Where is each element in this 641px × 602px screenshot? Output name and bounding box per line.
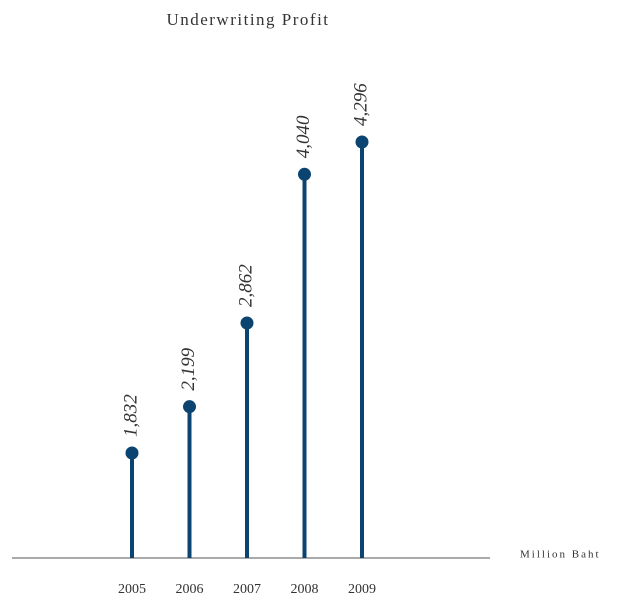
x-tick-label: 2005 [118, 582, 146, 597]
value-label: 2,199 [178, 347, 199, 390]
value-label: 2,862 [235, 264, 256, 307]
dot [125, 446, 139, 460]
value-label: 4,040 [293, 115, 314, 158]
dot [298, 167, 311, 181]
value-label: 1,832 [120, 394, 141, 437]
dot [183, 400, 196, 414]
x-tick-label: 2008 [291, 582, 319, 597]
chart-title: Underwriting Profit [166, 10, 329, 29]
x-tick-label: 2009 [348, 582, 376, 597]
x-tick-label: 2006 [176, 582, 204, 597]
x-tick-label: 2007 [233, 582, 261, 597]
axis-unit: Million Baht [520, 549, 601, 561]
dot [355, 135, 369, 149]
dot [240, 316, 254, 330]
value-label: 4,296 [350, 83, 371, 126]
